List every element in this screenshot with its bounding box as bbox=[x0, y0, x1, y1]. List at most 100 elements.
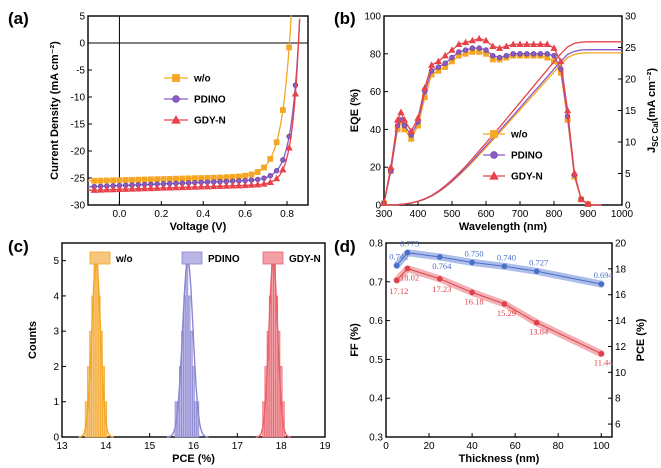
panel-a-point bbox=[242, 172, 249, 179]
panel-c-legend-label: GDY-N bbox=[289, 254, 321, 265]
panel-a-point bbox=[248, 171, 255, 178]
panel-a-point bbox=[228, 182, 237, 189]
panel-a-point bbox=[179, 175, 186, 182]
panel-b-eqe-point bbox=[442, 60, 448, 66]
panel-d-value-label-ff: 0.750 bbox=[465, 248, 484, 258]
panel-d-value-label-ff: 0.764 bbox=[432, 261, 452, 271]
panel-b-eqe-point bbox=[475, 34, 483, 42]
panel-b-legend-label: w/o bbox=[510, 130, 528, 141]
panel-d-y-tick-label: 0.4 bbox=[369, 394, 383, 405]
panel-a-point bbox=[216, 182, 224, 189]
panel-b-eqe-point bbox=[461, 38, 470, 46]
panel-d-value-label-pce: 16.18 bbox=[465, 296, 484, 306]
panel-d-x-tick-label: 100 bbox=[593, 441, 610, 452]
panel-d-point-pce bbox=[501, 301, 508, 307]
panel-a-legend-label: PDINO bbox=[194, 95, 226, 106]
panel-b-y-tick-label: 80 bbox=[370, 49, 382, 60]
panel-d-y2-tick-label: 6 bbox=[615, 420, 621, 431]
panel-d-value-label-ff: 0.742 bbox=[389, 252, 408, 262]
panel-d-y2-tick-label: 8 bbox=[615, 394, 621, 405]
panel-a-point bbox=[178, 183, 186, 191]
panel-b-x-tick-label: 1000 bbox=[611, 209, 634, 220]
panel-c-bar-pdino bbox=[185, 260, 189, 438]
panel-b-eqe-point bbox=[449, 54, 455, 61]
panel-a-point bbox=[109, 185, 117, 193]
panel-d-point-ff bbox=[533, 268, 540, 275]
panel-d-point-ff bbox=[469, 259, 475, 266]
panel-a-point bbox=[134, 184, 142, 192]
panel-b-eqe-point bbox=[496, 54, 503, 61]
panel-b-eqe-point bbox=[510, 51, 516, 57]
panel-d-x-tick-label: 20 bbox=[423, 441, 435, 452]
panel-a-point bbox=[128, 185, 136, 192]
panel-b-eqe-point bbox=[529, 40, 538, 48]
panel-b-legend-marker bbox=[490, 151, 498, 159]
panel-a-point bbox=[166, 175, 173, 182]
panel-c-legend-swatch bbox=[181, 251, 203, 265]
panel-a-point bbox=[159, 184, 168, 191]
panel-a-point bbox=[241, 181, 249, 189]
panel-a-point bbox=[115, 185, 124, 193]
panel-a-point bbox=[153, 184, 161, 191]
panel-b-y2-tick-label: 20 bbox=[625, 75, 637, 86]
panel-b-eqe-curve-pdino bbox=[383, 47, 602, 206]
panel-a-point bbox=[129, 176, 135, 183]
panel-a-point bbox=[184, 183, 193, 190]
panel-c-bar-pdino bbox=[190, 330, 193, 438]
panel-d-x-axis-title: Thickness (nm) bbox=[459, 453, 540, 465]
panel-b-x-tick-label: 300 bbox=[376, 209, 393, 220]
panel-a-point bbox=[254, 169, 261, 175]
panel-b-x-tick-label: 600 bbox=[478, 209, 495, 220]
panel-b-eqe-point bbox=[503, 52, 510, 59]
panel-d-y2-tick-label: 18 bbox=[615, 264, 627, 275]
panel-a-x-tick-label: 0.6 bbox=[238, 209, 252, 220]
panel-b-eqe-point bbox=[495, 44, 504, 51]
panel-a-point bbox=[166, 183, 174, 191]
panel-d-point-ff bbox=[404, 249, 411, 256]
panel-a-point bbox=[110, 177, 117, 184]
panel-b-eqe-point bbox=[584, 200, 592, 207]
panel-d-y2-tick-label: 20 bbox=[615, 239, 627, 250]
panel-b-eqe-point bbox=[462, 47, 469, 53]
panel-c-bar-pdino bbox=[183, 295, 187, 438]
panel-a-point bbox=[273, 168, 280, 174]
panel-b-eqe-point bbox=[441, 51, 449, 59]
panel-d-value-label-pce: 17.23 bbox=[432, 284, 451, 294]
panel-b-eqe-point bbox=[550, 44, 558, 51]
panel-a-point bbox=[267, 156, 274, 162]
panel-d-x-tick-label: 40 bbox=[467, 441, 479, 452]
panel-b-x-tick-label: 900 bbox=[580, 209, 597, 220]
panel-a-point bbox=[141, 176, 148, 183]
panel-a-point bbox=[96, 186, 105, 193]
panel-a-point bbox=[235, 181, 243, 189]
panel-b-legend-marker bbox=[489, 171, 499, 180]
panel-b-eqe-point bbox=[468, 36, 477, 44]
panel-a-panel-label: (a) bbox=[8, 9, 29, 28]
panel-a-point bbox=[272, 174, 281, 182]
panel-b-eqe-point bbox=[490, 52, 496, 59]
panel-d-point-pce bbox=[437, 276, 443, 282]
panel-b-eqe-point bbox=[421, 84, 429, 91]
panel-d-value-label-ff: 0.740 bbox=[497, 252, 516, 262]
panel-b-eqe-point bbox=[577, 195, 585, 203]
panel-b-y-axis-title: EQE (%) bbox=[349, 88, 361, 132]
panel-a-point bbox=[103, 177, 110, 184]
panel-d-y-tick-label: 0.3 bbox=[369, 433, 383, 444]
panel-b-eqe-point bbox=[557, 57, 565, 65]
panel-b-y-tick-label: 20 bbox=[370, 163, 382, 174]
panel-a-x-axis-title: Voltage (V) bbox=[170, 221, 227, 233]
panel-d-y2-tick-label: 16 bbox=[615, 290, 627, 301]
panel-a-point bbox=[154, 176, 161, 183]
panel-a-jv-curves: 0.0 0.2 0.4 0.6 0.8 5 0 -5 -10 -15 -20 -25 -30 Voltag… bbox=[8, 9, 309, 233]
panel-d-point-pce bbox=[393, 277, 400, 284]
panel-b-x-tick-label: 800 bbox=[546, 209, 563, 220]
panel-a-point bbox=[260, 180, 268, 187]
panel-a-point bbox=[191, 175, 198, 182]
panel-b-y-tick-label: 100 bbox=[364, 12, 381, 23]
panel-b-eqe-point bbox=[393, 116, 402, 123]
panel-c-legend-swatch bbox=[262, 251, 284, 265]
panel-b-eqe-point bbox=[563, 106, 572, 114]
panel-d-point-pce bbox=[469, 289, 475, 296]
panel-d-value-label-pce: 13.84 bbox=[529, 327, 549, 337]
